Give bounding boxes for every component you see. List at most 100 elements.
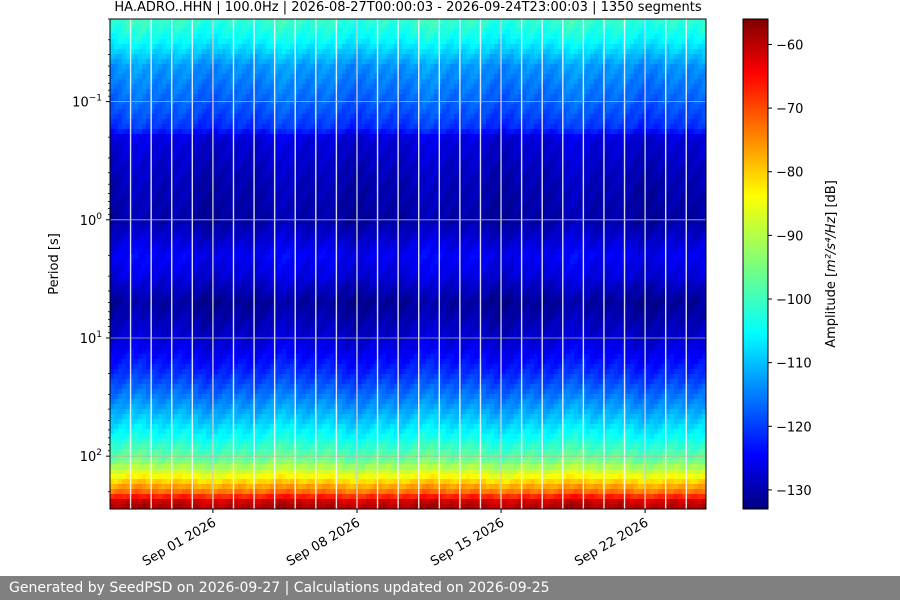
heatmap-cell [118, 439, 123, 445]
heatmap-cell [202, 349, 207, 355]
heatmap-cell [134, 394, 139, 400]
heatmap-cell [306, 19, 311, 25]
heatmap-cell [194, 499, 199, 505]
heatmap-cell [158, 354, 163, 360]
heatmap-cell [126, 484, 131, 490]
heatmap-cell [126, 124, 131, 130]
heatmap-cell [130, 89, 135, 95]
heatmap-cell [306, 389, 311, 395]
heatmap-cell [282, 154, 287, 160]
heatmap-cell [138, 24, 143, 30]
heatmap-cell [138, 504, 143, 510]
heatmap-cell [142, 439, 147, 445]
heatmap-cell [178, 274, 183, 280]
heatmap-cell [290, 249, 295, 255]
heatmap-cell [214, 239, 219, 245]
heatmap-cell [122, 449, 127, 455]
heatmap-cell [126, 119, 131, 125]
heatmap-cell [114, 209, 119, 215]
heatmap-cell [182, 214, 187, 220]
heatmap-cell [298, 119, 303, 125]
heatmap-cell [126, 404, 131, 410]
heatmap-cell [162, 404, 167, 410]
heatmap-cell [250, 129, 255, 135]
heatmap-cell [142, 54, 147, 60]
heatmap-cell [254, 264, 259, 270]
heatmap-cell [290, 469, 295, 475]
heatmap-cell [310, 389, 315, 395]
heatmap-cell [130, 144, 135, 150]
heatmap-cell [142, 359, 147, 365]
heatmap-cell [222, 324, 227, 330]
heatmap-cell [162, 179, 167, 185]
heatmap-cell [130, 464, 135, 470]
heatmap-cell [230, 89, 235, 95]
heatmap-cell [262, 334, 267, 340]
heatmap-cell [162, 29, 167, 35]
heatmap-cell [118, 269, 123, 275]
heatmap-cell [234, 19, 239, 25]
heatmap-cell [122, 134, 127, 140]
heatmap-cell [198, 414, 203, 420]
heatmap-cell [158, 474, 163, 480]
heatmap-cell [162, 284, 167, 290]
heatmap-cell [178, 134, 183, 140]
heatmap-cell [306, 349, 311, 355]
heatmap-cell [258, 424, 263, 430]
heatmap-cell [118, 504, 123, 510]
heatmap-cell [298, 429, 303, 435]
heatmap-cell [178, 249, 183, 255]
heatmap-cell [238, 379, 243, 385]
heatmap-cell [166, 254, 171, 260]
heatmap-cell [182, 129, 187, 135]
heatmap-cell [154, 134, 159, 140]
heatmap-cell [246, 399, 251, 405]
heatmap-cell [158, 94, 163, 100]
heatmap-cell [230, 29, 235, 35]
heatmap-cell [158, 274, 163, 280]
heatmap-cell [254, 324, 259, 330]
heatmap-cell [262, 364, 267, 370]
heatmap-cell [218, 434, 223, 440]
heatmap-cell [198, 199, 203, 205]
heatmap-cell [150, 139, 155, 145]
heatmap-cell [122, 29, 127, 35]
heatmap-cell [274, 339, 279, 345]
heatmap-cell [270, 354, 275, 360]
heatmap-cell [134, 299, 139, 305]
heatmap-cell [286, 399, 291, 405]
heatmap-cell [286, 69, 291, 75]
heatmap-cell [218, 149, 223, 155]
heatmap-cell [250, 429, 255, 435]
heatmap-cell [302, 304, 307, 310]
heatmap-cell [238, 44, 243, 50]
heatmap-cell [238, 349, 243, 355]
heatmap-cell [230, 454, 235, 460]
heatmap-cell [302, 39, 307, 45]
heatmap-cell [110, 79, 115, 85]
heatmap-cell [262, 44, 267, 50]
heatmap-cell [290, 114, 295, 120]
heatmap-cell [210, 224, 215, 230]
heatmap-cell [234, 439, 239, 445]
heatmap-cell [242, 94, 247, 100]
heatmap-cell [182, 209, 187, 215]
heatmap-cell [302, 339, 307, 345]
heatmap-cell [138, 244, 143, 250]
heatmap-cell [178, 394, 183, 400]
heatmap-cell [306, 404, 311, 410]
heatmap-cell [218, 364, 223, 370]
heatmap-cell [242, 274, 247, 280]
heatmap-cell [182, 304, 187, 310]
heatmap-cell [282, 364, 287, 370]
heatmap-cell [238, 284, 243, 290]
heatmap-cell [310, 444, 315, 450]
heatmap-cell [154, 89, 159, 95]
heatmap-cell [254, 49, 259, 55]
heatmap-cell [178, 204, 183, 210]
heatmap-cell [142, 404, 147, 410]
heatmap-cell [278, 379, 283, 385]
heatmap-cell [302, 424, 307, 430]
heatmap-cell [274, 244, 279, 250]
heatmap-cell [158, 374, 163, 380]
